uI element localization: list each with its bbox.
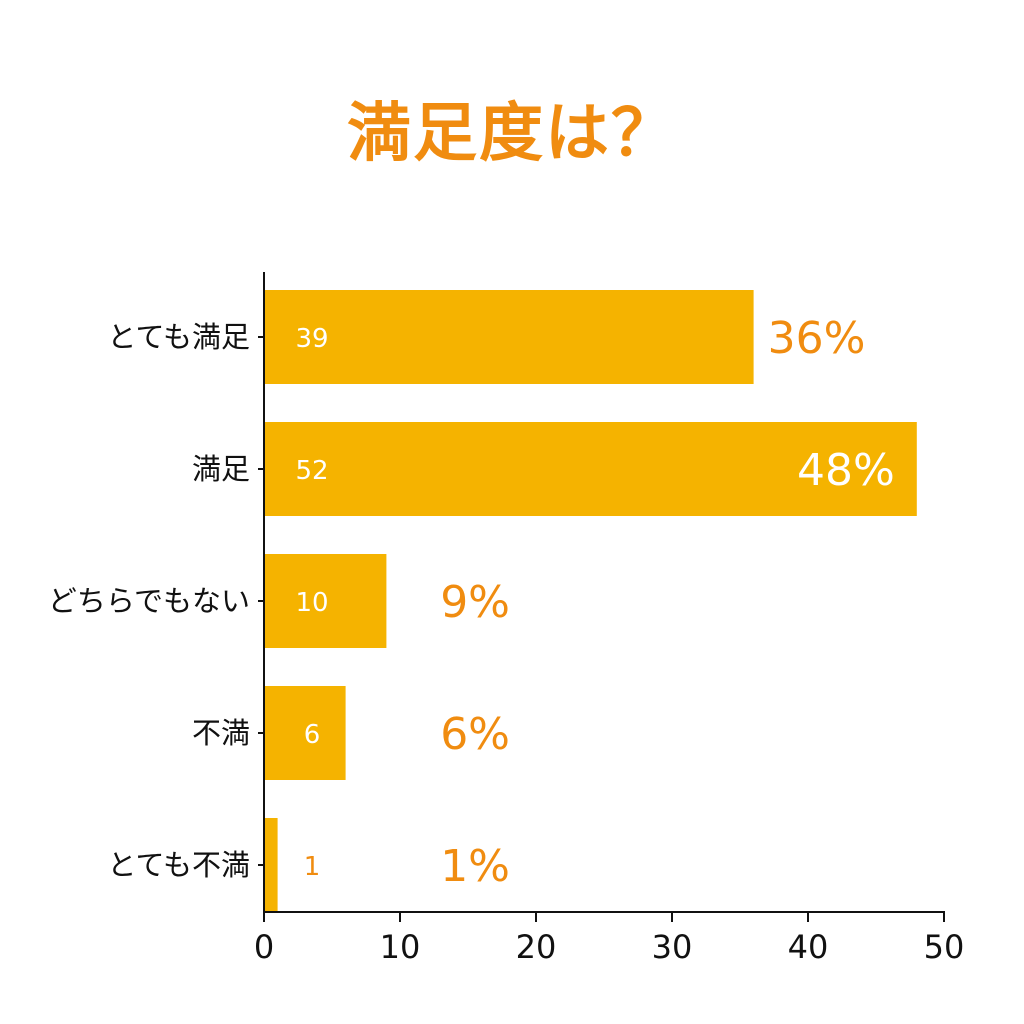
percent-label: 36% <box>768 313 866 364</box>
category-label: とても不満 <box>107 848 250 882</box>
x-tick-label: 40 <box>788 928 829 966</box>
bar-1 <box>264 422 917 516</box>
bar-3 <box>264 686 346 780</box>
percent-label: 9% <box>440 577 510 628</box>
percent-label: 48% <box>797 445 895 496</box>
value-label: 52 <box>295 456 328 486</box>
labels-layer: とても満足 39 36% 満足 52 48% どちらでもない 10 9% 不満 6 6% とても不満 1 1… <box>48 313 965 966</box>
category-label: 満足 <box>192 452 250 486</box>
x-tick-label: 50 <box>924 928 965 966</box>
category-label: とても満足 <box>107 320 250 354</box>
bar-2 <box>264 554 387 648</box>
percent-label: 1% <box>440 841 510 892</box>
category-label: どちらでもない <box>48 584 250 618</box>
chart-title: 満足度は？ <box>347 97 677 171</box>
value-label: 1 <box>304 852 321 882</box>
category-label: 不満 <box>192 716 250 750</box>
value-label: 10 <box>295 588 328 618</box>
x-tick-label: 30 <box>652 928 693 966</box>
bars-layer <box>264 290 917 912</box>
bar-0 <box>264 290 754 384</box>
value-label: 6 <box>304 720 321 750</box>
x-tick-label: 20 <box>516 928 557 966</box>
percent-label: 6% <box>440 709 510 760</box>
axes-layer <box>258 272 945 922</box>
x-tick-label: 10 <box>380 928 421 966</box>
x-tick-label: 0 <box>254 928 274 966</box>
bar-4 <box>264 818 278 912</box>
value-label: 39 <box>295 324 328 354</box>
